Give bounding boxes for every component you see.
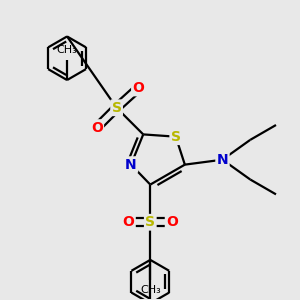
Text: CH₃: CH₃ <box>140 285 161 295</box>
Text: N: N <box>125 158 137 172</box>
Text: CH₃: CH₃ <box>57 45 77 55</box>
Text: S: S <box>145 215 155 229</box>
Text: N: N <box>217 153 228 167</box>
Text: O: O <box>122 215 134 229</box>
Text: O: O <box>91 121 103 135</box>
Text: S: S <box>171 130 181 144</box>
Text: O: O <box>133 81 144 95</box>
Text: O: O <box>166 215 178 229</box>
Text: S: S <box>112 101 122 115</box>
